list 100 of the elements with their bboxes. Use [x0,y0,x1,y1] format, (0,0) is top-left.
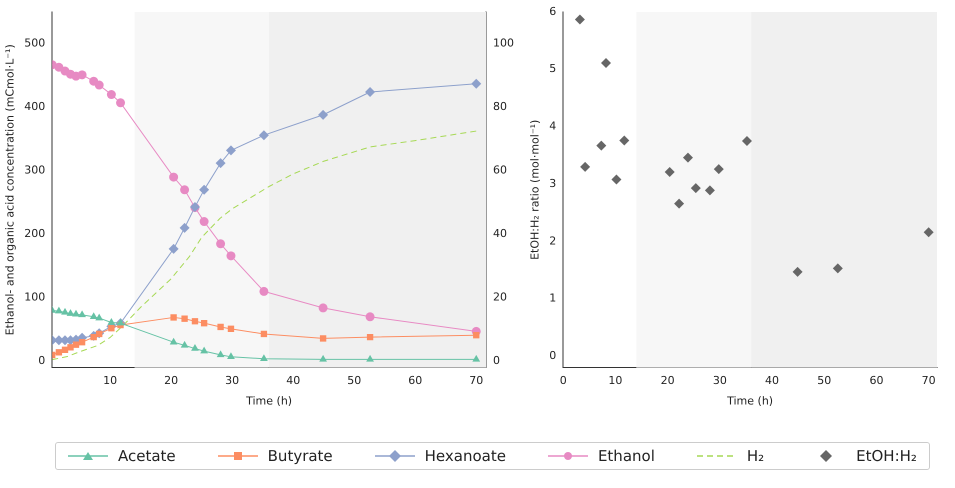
point [682,152,693,163]
x-tick-label: 60 [869,374,884,388]
x-tick-label: 20 [660,374,675,388]
point [216,239,226,248]
x-tick-label: 40 [765,374,780,388]
y-tick-label: 300 [24,164,46,177]
point [366,354,374,362]
x-tick-label: 30 [225,374,240,388]
y-tick-label: 400 [24,100,46,114]
legend-label: Acetate [118,447,176,465]
x-tick-label: 60 [408,374,422,388]
point [217,324,224,330]
point [601,58,612,68]
point [228,326,234,332]
y-tick-label: 4 [549,120,556,133]
point [78,310,86,318]
point [95,314,104,320]
point [259,286,268,296]
x-tick-label: 40 [286,374,300,388]
x-axis-title: Time (h) [726,394,774,408]
point [320,335,326,342]
point [471,78,482,89]
point [72,342,80,348]
y-tick-label: 500 [24,36,46,50]
line-series [52,130,477,360]
point [258,130,269,140]
point [580,162,590,172]
point [318,110,328,120]
point [199,184,210,195]
point [596,140,606,151]
point [366,334,374,340]
y2-tick-label: 100 [493,36,514,50]
y-tick-label: 200 [24,227,46,240]
x-tick-label: 20 [164,374,178,388]
y2-tick-label: 40 [493,227,508,240]
point [216,158,226,168]
y-tick-label: 2 [549,234,556,248]
point [78,70,87,80]
point [116,98,126,108]
x-tick-label: 50 [347,374,362,388]
point [226,251,236,260]
point [62,346,68,353]
point [168,244,179,254]
point [90,312,98,320]
legend-label: Hexanoate [424,447,506,465]
point [365,87,376,98]
point [226,145,236,156]
point [742,136,752,146]
point [574,14,585,24]
point [66,309,74,316]
legend-label: Ethanol [598,447,655,465]
point [924,227,934,238]
point [200,320,208,326]
point [664,167,675,178]
y-tick-label: 0 [549,348,556,362]
point [108,325,115,332]
legend-label: EtOH:H₂ [856,447,917,465]
x-tick-label: 30 [712,374,727,388]
point [61,308,69,315]
x-tick-label: 10 [103,374,118,388]
point [169,172,178,182]
point [67,344,74,350]
point [260,354,268,361]
x-tick-label: 10 [608,374,622,388]
point [472,354,480,362]
point [832,263,843,274]
point [192,318,198,324]
point [170,338,178,344]
y2-tick-label: 80 [493,100,508,114]
x-tick-label: 70 [922,374,936,388]
point [227,352,235,360]
y-tick-label: 6 [549,4,556,18]
point [200,217,209,226]
point [180,222,190,233]
y2-tick-label: 60 [493,164,508,177]
point [191,344,199,351]
point [704,185,715,196]
point [690,183,701,194]
y-tick-label: 3 [549,176,556,190]
y-tick-label: 0 [38,354,46,368]
x-tick-label: 0 [560,374,567,388]
point [78,339,86,346]
legend-label: Butyrate [268,447,333,465]
point [106,90,116,100]
point [318,303,328,312]
y-tick-label: 100 [24,290,46,304]
point [94,80,104,90]
y2-tick-label: 0 [493,354,500,368]
point [674,198,684,209]
point [107,318,116,325]
point [181,316,188,322]
point [260,330,268,338]
point [180,340,188,348]
y-axis-title: EtOH:H₂ ratio (mol·mol⁻¹) [528,120,542,260]
point [200,346,208,354]
point [714,164,724,174]
point [611,174,622,184]
point [473,332,480,338]
point [216,350,224,358]
point [319,354,327,362]
